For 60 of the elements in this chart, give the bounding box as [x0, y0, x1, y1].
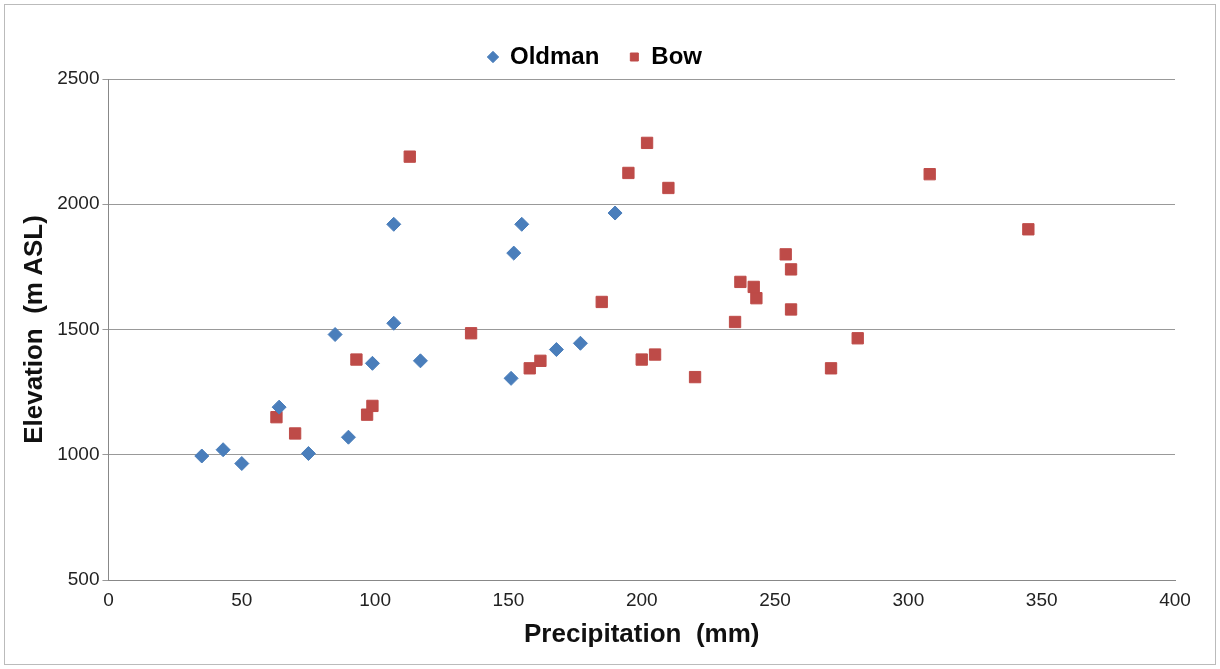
- x-tick-label: 400: [1159, 588, 1191, 610]
- x-tick-label: 350: [1025, 588, 1058, 610]
- point: [327, 327, 343, 343]
- point: [503, 370, 519, 386]
- point: [784, 303, 798, 316]
- point: [548, 342, 564, 358]
- legend-label: Bow: [651, 41, 703, 69]
- point: [750, 292, 763, 305]
- point: [824, 362, 838, 375]
- y-tick-label: 2000: [57, 192, 100, 214]
- point: [523, 362, 536, 375]
- x-tick-label: 50: [231, 588, 253, 610]
- x-tick-label: 250: [759, 588, 791, 610]
- point: [364, 355, 380, 371]
- point: [386, 216, 402, 232]
- point: [648, 348, 662, 361]
- point: [340, 429, 356, 445]
- point: [607, 205, 623, 221]
- point: [215, 442, 231, 458]
- legend-label: Oldman: [510, 41, 600, 69]
- y-tick-label: 1000: [57, 442, 100, 464]
- x-tick-label: 300: [892, 588, 925, 610]
- point: [734, 275, 747, 289]
- point: [271, 399, 287, 415]
- point: [622, 166, 635, 180]
- point: [300, 446, 316, 461]
- x-axis-title: Precipitation (mm): [523, 617, 760, 648]
- point: [595, 295, 608, 309]
- point: [514, 216, 530, 232]
- point: [779, 248, 792, 261]
- point: [635, 353, 648, 366]
- y-tick-label: 2500: [57, 67, 100, 89]
- point: [728, 315, 742, 329]
- x-tick-label: 200: [625, 588, 658, 610]
- point: [1022, 223, 1035, 236]
- point: [688, 370, 702, 384]
- x-tick-label: 150: [492, 588, 525, 610]
- x-tick-label: 0: [103, 588, 114, 610]
- point: [923, 168, 936, 181]
- x-tick-label: 100: [359, 588, 391, 610]
- point: [747, 280, 760, 294]
- point: [784, 263, 798, 276]
- point: [403, 150, 416, 163]
- point: [572, 335, 588, 351]
- point: [386, 315, 402, 331]
- point: [851, 332, 864, 345]
- point: [366, 399, 379, 413]
- y-tick-label: 1500: [57, 317, 100, 339]
- point: [194, 448, 210, 464]
- point: [412, 353, 428, 369]
- point: [534, 354, 547, 367]
- point: [662, 181, 675, 195]
- point: [464, 327, 478, 340]
- point: [234, 456, 250, 472]
- y-axis-title: Elevation (m ASL): [17, 215, 48, 444]
- point: [288, 427, 302, 440]
- point: [506, 245, 522, 261]
- point: [640, 136, 654, 150]
- y-tick-label: 500: [67, 568, 100, 590]
- point: [350, 353, 363, 366]
